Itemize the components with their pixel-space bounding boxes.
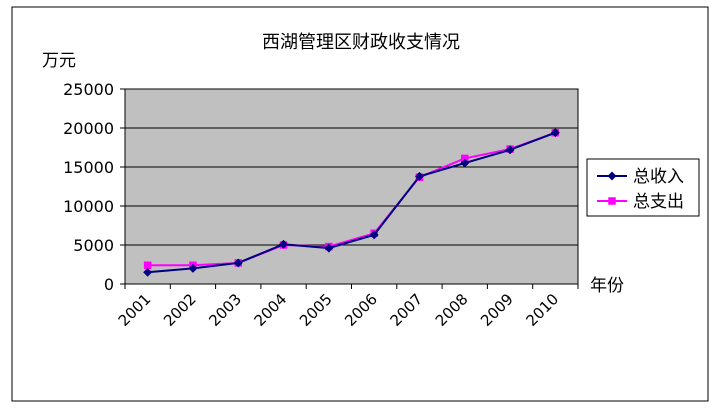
series-1-point: [369, 230, 379, 240]
y-axis-ticks: 0 5000 10000 15000 20000 25000: [63, 80, 125, 294]
series-1-point: [414, 171, 425, 181]
series-1-point: [460, 158, 470, 168]
series-1-point: [278, 239, 289, 249]
y-tick-label: 15000: [63, 158, 114, 177]
series-layer: [143, 128, 560, 277]
y-tick-label: 25000: [63, 80, 114, 99]
gridlines: [125, 127, 578, 246]
y-tick-label: 10000: [63, 197, 114, 216]
series-1-point: [324, 243, 334, 253]
series-1: [143, 128, 560, 277]
series-1-point: [233, 258, 243, 268]
legend-box: [586, 158, 700, 217]
legend-marker: [608, 197, 616, 205]
y-axis-label: 万元: [42, 51, 76, 71]
y-tick-label: 0: [104, 275, 114, 294]
legend-marker: [607, 171, 617, 181]
series-1-point: [550, 128, 560, 138]
chart-title: 西湖管理区财政收支情况: [262, 32, 460, 53]
legend-label: 总支出: [633, 192, 684, 212]
x-axis-label: 年份: [590, 276, 624, 296]
y-tick-label: 5000: [73, 236, 114, 255]
legend-label: 总收入: [633, 167, 684, 187]
series-2-line: [147, 131, 556, 267]
series-1-line: [147, 131, 556, 274]
series-2-point: [143, 261, 152, 270]
legend-item: 总收入: [597, 167, 684, 187]
series-1-point: [143, 267, 153, 277]
plot-area: [124, 88, 579, 285]
legend-item: 总支出: [597, 192, 684, 212]
series-1-point: [505, 145, 515, 155]
y-tick-label: 20000: [63, 119, 114, 138]
series-1-point: [188, 263, 198, 273]
